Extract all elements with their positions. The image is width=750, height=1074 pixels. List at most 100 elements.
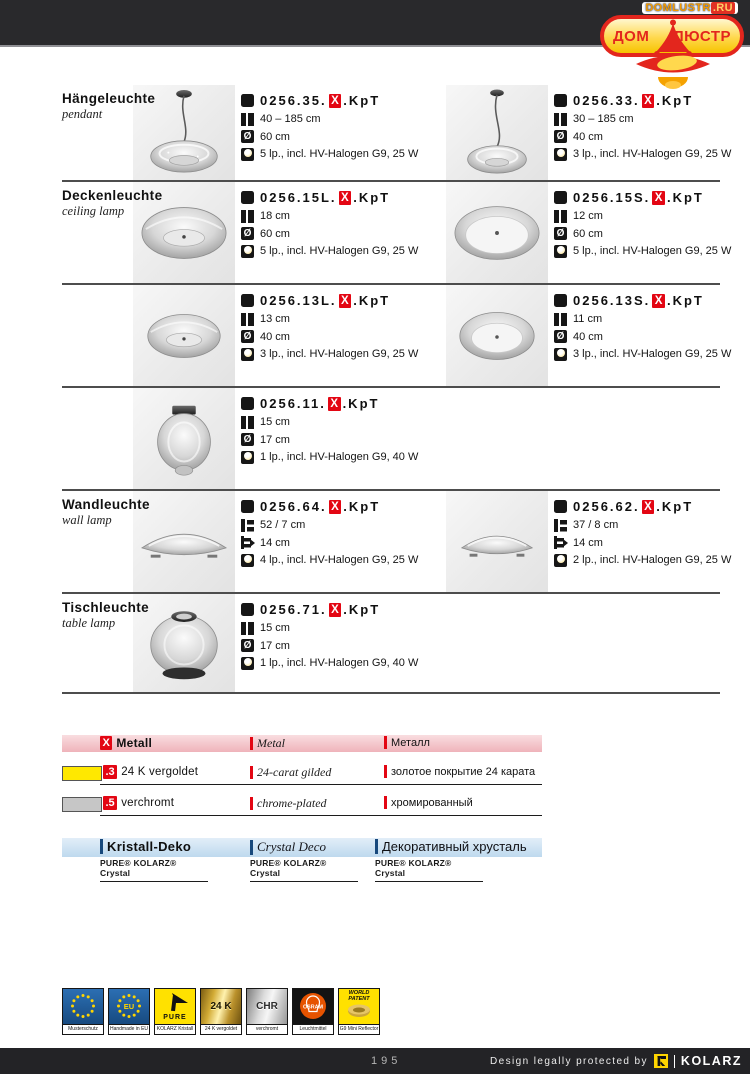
product-specs: 0256.13L.X.KpT 13 cm 40 cm 3 lp., incl. … <box>235 285 418 386</box>
table-row: Wandleuchte wall lamp 0256.64. X .KpT 52 /… <box>62 491 731 594</box>
design-protection: Design legally protected by KOLARZ <box>490 1048 742 1074</box>
bulb-icon <box>241 553 254 567</box>
domlustr-logo[interactable]: DOMLUSTR .RU ДОМ ЛЮСТР <box>598 0 748 102</box>
product-0256-13S: 0256.13S.X.KpT 11 cm 40 cm 3 lp., incl. … <box>446 285 731 386</box>
code-prefix: 0256.35. <box>260 93 327 108</box>
category-name-en: wall lamp <box>62 513 112 527</box>
eu-text: EU <box>124 1002 134 1011</box>
spec-bulbs: 3 lp., incl. HV-Halogen G9, 25 W <box>554 147 731 161</box>
product-0256-71: 0256.71.X.KpT 15 cm 17 cm 1 lp., incl. H… <box>133 594 418 692</box>
spec-height: 13 cm <box>241 312 411 326</box>
product-photo-ceiling-lamp <box>446 182 548 283</box>
diameter-icon <box>554 330 567 343</box>
bulb-icon <box>554 553 567 567</box>
article-icon <box>241 500 254 513</box>
product-specs: 0256.13S.X.KpT 11 cm 40 cm 3 lp., incl. … <box>548 285 731 386</box>
eu-stars-icon: EU <box>109 989 149 1025</box>
height-icon <box>241 415 254 429</box>
badge-caption: Leuchtmittel <box>299 1026 327 1032</box>
product-code: 0256.11. X .KpT <box>241 396 411 411</box>
finish-variant-badge: X <box>328 93 342 108</box>
diameter-icon <box>241 227 254 240</box>
diameter-icon <box>241 639 254 652</box>
product-0256-35: 0256.35.X.KpT 40 – 185 cm 60 cm 5 lp., i… <box>133 85 418 180</box>
spec-width-height: 52 / 7 cm <box>241 518 411 532</box>
spec-bulbs: 5 lp., incl. HV-Halogen G9, 25 W <box>241 244 418 258</box>
legend-en: 24-carat gilded <box>257 765 332 779</box>
divider <box>673 1054 675 1068</box>
finish-variant-badge: X <box>641 499 655 514</box>
code-suffix: .KpT <box>666 190 704 205</box>
code-suffix: .KpT <box>656 499 694 514</box>
product-specs: 0256.11.X.KpT 15 cm 17 cm 1 lp., incl. H… <box>235 388 418 489</box>
width-height-icon <box>554 518 567 532</box>
table-row: Hängeleuchte pendant 0256.35. X .KpT <box>62 85 731 182</box>
world-patent-icon: WORLD PATENT <box>339 989 379 1025</box>
pure-text: PURE <box>163 1014 186 1021</box>
bulb-icon <box>241 656 254 670</box>
spec-height: 30 – 185 cm <box>554 112 730 126</box>
certification-badges: Musterschutz EU Handmade in EU PURE KOLA… <box>62 988 380 1035</box>
divider <box>100 815 542 816</box>
badge-caption: G9 Mini Reflector <box>339 1026 379 1032</box>
product-specs: 0256.35.X.KpT 40 – 185 cm 60 cm 5 lp., i… <box>235 85 418 180</box>
chrome-icon: CHR <box>247 989 287 1025</box>
spec-bulbs: 1 lp., incl. HV-Halogen G9, 40 W <box>241 450 418 464</box>
product-catalog: Hängeleuchte pendant 0256.35. X .KpT <box>62 85 731 694</box>
pure-kolarz-crystal: PURE® KOLARZ® Crystal <box>100 858 208 882</box>
code-suffix: .KpT <box>343 93 381 108</box>
code-suffix: .KpT <box>343 602 381 617</box>
product-photo-pendant <box>446 85 548 180</box>
finish-variant-badge: X <box>328 499 342 514</box>
navy-bar-icon <box>375 839 378 854</box>
crystal-ru: Декоративный хрусталь <box>382 839 527 854</box>
spec-diameter: 40 cm <box>241 330 411 343</box>
bulb-icon <box>554 147 567 161</box>
code-prefix: 0256.15L. <box>260 190 337 205</box>
bulb-icon <box>554 244 567 258</box>
product-0256-33: 0256.33.X.KpT 30 – 185 cm 40 cm 3 lp., i… <box>446 85 731 180</box>
legend-en: chrome-plated <box>257 796 327 810</box>
legend-de: verchromt <box>121 797 175 809</box>
logo-text-dom: ДОМ <box>613 27 650 45</box>
category-label: Tischleuchte table lamp <box>62 600 149 631</box>
spec-diameter: 60 cm <box>554 227 730 240</box>
legend-row-chrome: .5 verchromt chrome-plated хромированный <box>62 795 542 816</box>
code-prefix: 0256.15S. <box>573 190 651 205</box>
article-icon <box>554 294 567 307</box>
badge-musterschutz: Musterschutz <box>62 988 104 1035</box>
badge-osram: OSRAM Leuchtmittel <box>292 988 334 1035</box>
height-icon <box>241 621 254 635</box>
code-prefix: 0256.11. <box>260 396 326 411</box>
article-icon <box>554 191 567 204</box>
badge-24k-gilded: 24 K 24 K vergoldet <box>200 988 242 1035</box>
footer-bar: 195 Design legally protected by KOLARZ <box>0 1048 750 1074</box>
code-suffix: .KpT <box>353 190 391 205</box>
red-bar-icon <box>250 766 253 779</box>
spec-bulbs: 5 lp., incl. HV-Halogen G9, 25 W <box>554 244 731 258</box>
product-code: 0256.13L. X .KpT <box>241 293 411 308</box>
code-prefix: 0256.71. <box>260 602 327 617</box>
eu-stars-icon <box>63 989 103 1025</box>
spec-projection: 14 cm <box>554 536 730 549</box>
spec-bulbs: 1 lp., incl. HV-Halogen G9, 40 W <box>241 656 418 670</box>
finish-variant-badge: X <box>328 602 342 617</box>
badge-pure-kolarz: PURE KOLARZ Kristall <box>154 988 196 1035</box>
product-0256-11: 0256.11.X.KpT 15 cm 17 cm 1 lp., incl. H… <box>133 388 418 489</box>
projection-icon <box>241 536 255 549</box>
spec-height: 15 cm <box>241 621 411 635</box>
spec-diameter: 40 cm <box>554 130 730 143</box>
kolarz-brand: KOLARZ <box>680 1054 742 1068</box>
logo-text-lustr: ЛЮСТР <box>673 27 731 45</box>
product-specs: 0256.33.X.KpT 30 – 185 cm 40 cm 3 lp., i… <box>548 85 731 180</box>
badge-chrome: CHR verchromt <box>246 988 288 1035</box>
legend-de: 24 K vergoldet <box>121 766 199 778</box>
table-row: Deckenleuchte ceiling lamp 0256.15L. X .Kp… <box>62 182 731 285</box>
article-icon <box>241 294 254 307</box>
product-code: 0256.13S. X .KpT <box>554 293 730 308</box>
legend-ru: Металл <box>391 736 430 749</box>
product-specs: 0256.64. X .KpT 52 / 7 cm 14 cm 4 lp., inc… <box>235 491 418 592</box>
site-url[interactable]: DOMLUSTR .RU <box>642 2 738 14</box>
diameter-icon <box>241 330 254 343</box>
spec-height: 15 cm <box>241 415 411 429</box>
